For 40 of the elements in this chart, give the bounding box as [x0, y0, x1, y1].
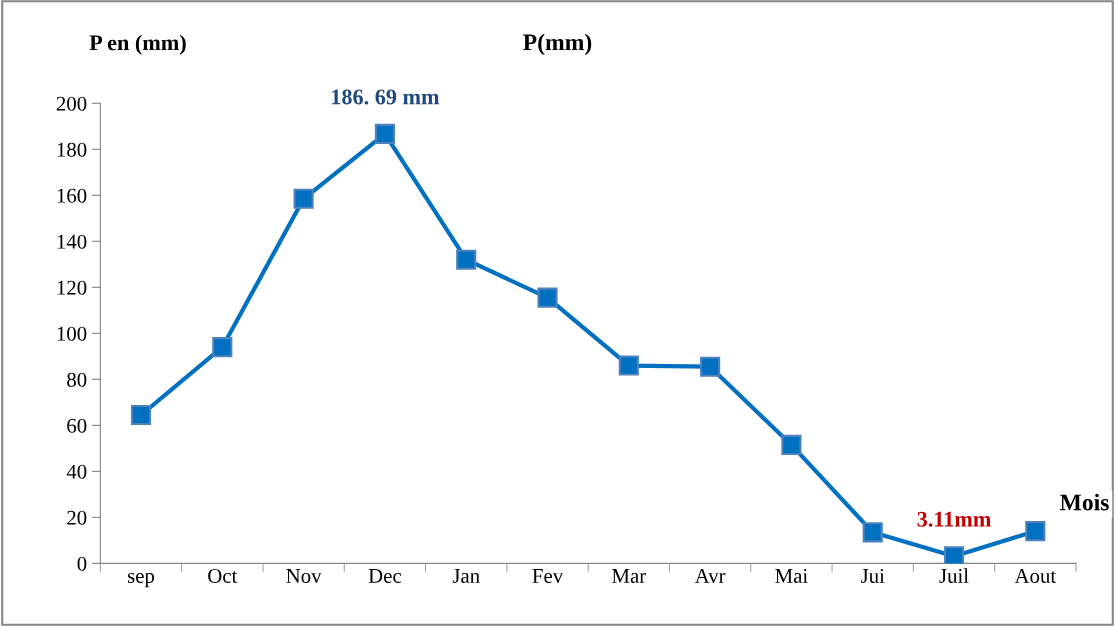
x-tick-label: Aout: [1014, 568, 1057, 583]
x-tick-label: Jui: [861, 568, 885, 583]
annotation: 3.11mm: [917, 511, 991, 527]
x-tick-label: Nov: [286, 569, 322, 583]
point: [456, 249, 477, 270]
y-tick-label: 80: [67, 372, 87, 387]
chart-title: P(mm): [523, 33, 592, 56]
point: [862, 522, 883, 543]
y-axis-title: P en (mm): [89, 34, 186, 55]
x-tick-label: sep: [127, 572, 155, 588]
y-tick-label: 0: [77, 556, 87, 571]
y-tick-label: 20: [67, 510, 87, 525]
point: [212, 337, 233, 358]
y-tick-label: 100: [57, 326, 87, 341]
annotation: 186. 69 mm: [332, 89, 440, 105]
y-tick-label: 200: [56, 96, 87, 111]
x-tick-label: Oct: [208, 568, 238, 583]
point: [943, 546, 965, 564]
x-tick-label: Mai: [775, 568, 808, 583]
point: [781, 434, 802, 455]
x-tick-label: Fev: [532, 569, 564, 583]
x-tick-label: Avr: [694, 568, 726, 583]
x-axis-title: Mois: [1059, 493, 1109, 511]
y-tick-label: 160: [57, 188, 87, 203]
y-tick-label: 40: [66, 464, 87, 479]
point: [1025, 521, 1046, 542]
y-tick-label: 140: [57, 234, 87, 249]
point: [374, 123, 395, 144]
point: [618, 355, 639, 376]
point: [537, 287, 558, 308]
point: [700, 356, 721, 377]
y-tick-label: 120: [57, 280, 87, 295]
x-tick-label: Dec: [368, 569, 402, 583]
point: [293, 188, 314, 209]
x-tick-label: Jan: [452, 569, 480, 583]
x-tick-label: Mar: [612, 569, 646, 583]
x-tick-label: Juil: [939, 568, 969, 583]
y-tick-label: 180: [57, 142, 87, 157]
y-tick-label: 60: [67, 418, 87, 433]
point: [130, 404, 152, 426]
